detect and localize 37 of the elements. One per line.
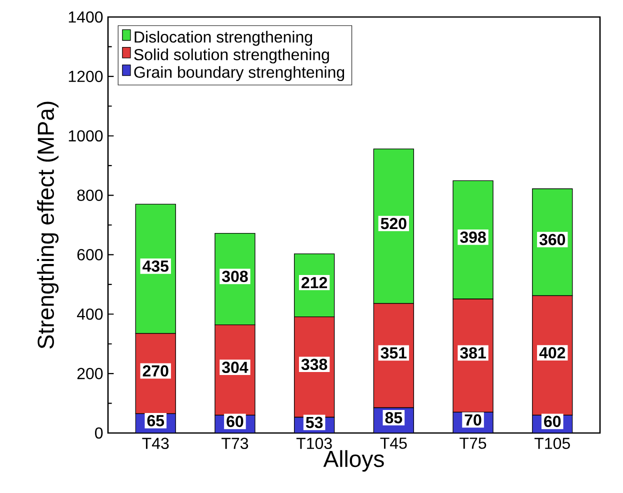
data-label: 60 (544, 416, 561, 428)
y-tick-label: 1400 (68, 11, 103, 23)
y-tick-label: 800 (77, 190, 103, 201)
legend-label: Dislocation strengthening (134, 30, 312, 46)
x-axis-title: Alloys (323, 450, 384, 472)
data-label: 398 (460, 232, 486, 243)
y-tick-label: 200 (77, 368, 103, 380)
data-label: 70 (464, 414, 482, 426)
data-label: 308 (222, 270, 248, 282)
x-tick-label: T105 (534, 438, 570, 450)
legend-label: Solid solution strengthening (134, 48, 329, 64)
x-tick-label: T45 (380, 438, 407, 449)
data-label: 520 (380, 218, 406, 230)
y-tick-label: 400 (76, 308, 103, 320)
data-label: 85 (385, 412, 402, 424)
data-label: 270 (142, 365, 168, 377)
y-tick-label: 600 (77, 249, 103, 260)
legend-label: Grain boundary strenghtening (134, 66, 344, 82)
data-label: 435 (142, 260, 169, 272)
data-label: 381 (460, 347, 486, 359)
y-tick-label: 0 (95, 427, 103, 439)
data-label: 360 (539, 234, 566, 246)
y-axis-title: Strengthing effect (MPa) (37, 102, 59, 349)
data-label: 304 (222, 362, 248, 374)
x-tick-label: T43 (142, 438, 169, 450)
data-label: 65 (147, 415, 164, 426)
data-label: 53 (306, 416, 323, 428)
x-tick-label: T73 (222, 438, 248, 450)
x-tick-label: T103 (296, 438, 332, 450)
y-tick-label: 1000 (68, 130, 103, 142)
data-label: 212 (302, 276, 328, 288)
x-tick-label: T75 (460, 438, 486, 449)
data-label: 60 (226, 416, 244, 428)
y-tick-label: 1200 (68, 70, 103, 82)
data-label: 338 (301, 358, 328, 370)
data-label: 402 (539, 347, 566, 358)
data-label: 351 (380, 347, 407, 359)
